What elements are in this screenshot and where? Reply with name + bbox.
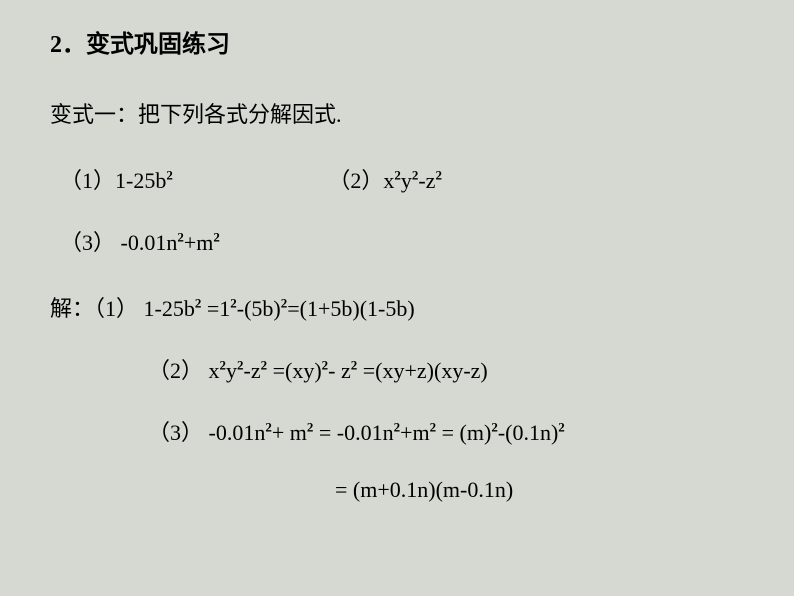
title-number: 2． <box>50 32 86 58</box>
problem-2: （2）x2y2-z2 <box>328 163 442 195</box>
p3-label: （3） <box>60 230 115 255</box>
sup-2: 2 <box>213 230 220 245</box>
problem-3: （3） -0.01n2+m2 <box>60 230 220 255</box>
s2-b: y <box>226 358 237 383</box>
s1-d: =(1+5b)(1-5b) <box>287 296 414 321</box>
s1-label: （1） <box>94 296 138 321</box>
s3-e: = (m) <box>436 420 491 445</box>
solution-label: 解： <box>50 296 94 321</box>
s2-e: - z <box>328 358 351 383</box>
section-title: 2．变式巩固练习 <box>50 24 744 59</box>
sup-2: 2 <box>558 420 565 435</box>
sup-2: 2 <box>435 168 442 183</box>
p3-post: +m <box>184 230 214 255</box>
p2-pre: x <box>383 168 394 193</box>
p2-label: （2） <box>328 168 383 193</box>
s1-c: -(5b) <box>237 296 281 321</box>
p1-label: （1） <box>60 168 115 193</box>
title-text: 变式巩固练习 <box>86 32 230 58</box>
problem-row-2: （3） -0.01n2+m2 <box>60 225 744 257</box>
s3-d: +m <box>400 420 430 445</box>
solution-line-2: （2） x2y2-z2 =(xy)2- z2 =(xy+z)(xy-z) <box>148 353 744 385</box>
s1-a: 1-25b <box>138 296 195 321</box>
p3-pre: -0.01n <box>115 230 177 255</box>
s2-d: =(xy) <box>267 358 322 383</box>
solution-line-3: （3） -0.01n2+ m2 = -0.01n2+m2 = (m)2-(0.1… <box>148 415 744 447</box>
problem-1: （1）1-25b2 <box>60 163 173 195</box>
p2-mid: y <box>401 168 412 193</box>
s3-f: -(0.1n) <box>498 420 558 445</box>
s1-b: =1 <box>201 296 230 321</box>
s2-label: （2） <box>148 358 203 383</box>
s3-a: -0.01n <box>203 420 265 445</box>
p2-post: -z <box>418 168 435 193</box>
s4: = (m+0.1n)(m-0.1n) <box>335 477 513 502</box>
s3-label: （3） <box>148 420 203 445</box>
solution-line-4: = (m+0.1n)(m-0.1n) <box>335 477 744 503</box>
problem-row-1: （1）1-25b2 （2）x2y2-z2 <box>60 163 744 195</box>
s3-c: = -0.01n <box>313 420 393 445</box>
s2-a: x <box>203 358 220 383</box>
s2-f: =(xy+z)(xy-z) <box>357 358 487 383</box>
subtitle: 变式一：把下列各式分解因式. <box>50 97 744 129</box>
sup-2: 2 <box>166 168 173 183</box>
solution-line-1: 解：（1） 1-25b2 =12-(5b)2=(1+5b)(1-5b) <box>50 291 744 323</box>
s3-b: + m <box>272 420 307 445</box>
p1-expr: 1-25b <box>115 168 166 193</box>
s2-c: -z <box>244 358 261 383</box>
